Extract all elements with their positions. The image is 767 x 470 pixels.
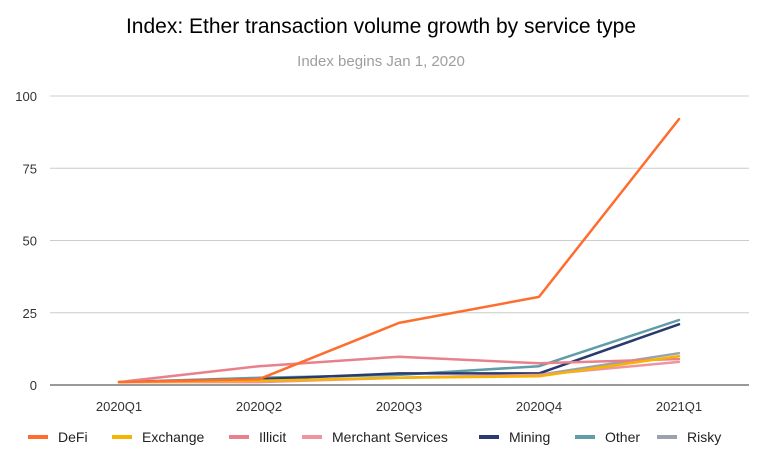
x-tick-label: 2020Q4 [516,399,562,414]
legend-item-illicit: Illicit [229,429,286,445]
legend-label: DeFi [58,429,88,445]
series-line-illicit [117,355,681,384]
series-line-exchange [117,354,681,384]
legend-item-risky: Risky [657,429,721,445]
legend-item-other: Other [575,429,640,445]
y-tick-label: 50 [23,234,37,249]
y-tick-label: 75 [23,161,37,176]
y-tick-label: 0 [30,378,37,393]
series-lines [117,117,681,384]
legend-label: Exchange [142,429,204,445]
legend-item-defi: DeFi [28,429,88,445]
legend-label: Mining [509,429,550,445]
series-line-defi [117,117,681,384]
legend-label: Merchant Services [332,429,448,445]
x-tick-label: 2020Q1 [96,399,142,414]
y-tick-label: 100 [15,89,37,104]
legend-label: Risky [687,429,721,445]
x-tick-label: 2020Q2 [236,399,282,414]
y-tick-label: 25 [23,306,37,321]
y-axis: 0 25 50 75 100 [15,89,37,393]
x-axis: 2020Q1 2020Q2 2020Q3 2020Q4 2021Q1 [96,399,702,414]
legend-label: Other [605,429,640,445]
chart-subtitle: Index begins Jan 1, 2020 [297,53,465,70]
x-tick-label: 2020Q3 [376,399,422,414]
gridlines [50,95,749,386]
legend-item-exchange: Exchange [112,429,204,445]
legend: DeFi Exchange Illicit Merchant Services Mini… [28,429,721,445]
legend-label: Illicit [259,429,286,445]
legend-item-mining: Mining [479,429,550,445]
legend-item-merchant-services: Merchant Services [302,429,448,445]
chart-title: Index: Ether transaction volume growth b… [126,15,636,38]
x-tick-label: 2021Q1 [656,399,702,414]
